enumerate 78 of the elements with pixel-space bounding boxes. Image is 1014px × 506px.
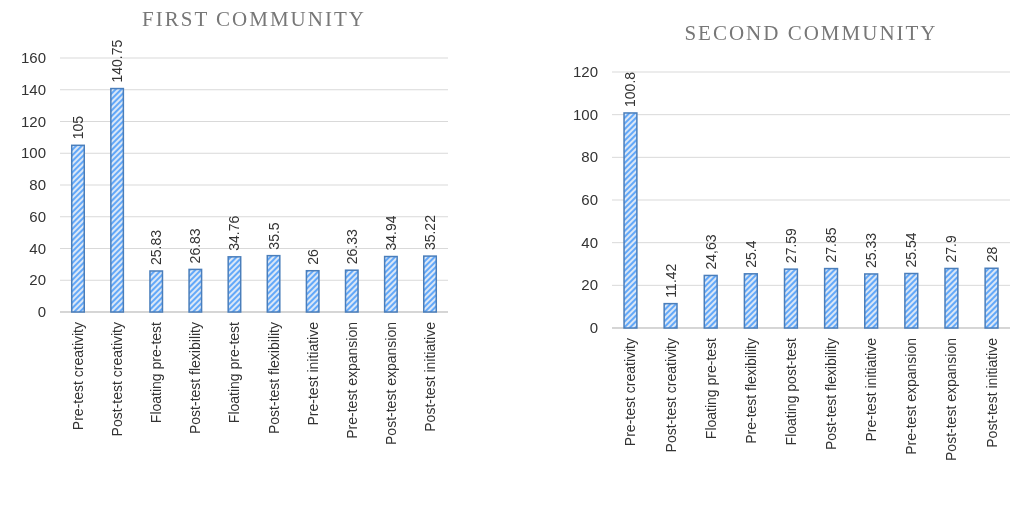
chart-title: SECOND COMMUNITY — [684, 21, 938, 45]
y-tick-label: 20 — [29, 271, 46, 289]
bar — [423, 255, 438, 313]
bar — [663, 302, 678, 329]
y-tick-label: 100 — [20, 144, 46, 162]
bar — [70, 144, 85, 313]
bar — [305, 269, 320, 313]
data-label: 26 — [304, 248, 321, 265]
bar — [266, 254, 281, 313]
bar — [944, 267, 959, 329]
bar — [743, 273, 758, 329]
y-tick-label: 140 — [20, 80, 46, 98]
bar — [984, 267, 999, 329]
data-label: 140.75 — [109, 39, 126, 83]
data-label: 24,63 — [702, 234, 719, 270]
x-tick-label: Floating pre-test — [226, 321, 243, 424]
bar — [110, 87, 125, 313]
bar — [344, 269, 359, 313]
x-tick-label: Post-test initiative — [983, 337, 1000, 448]
data-label: 34.94 — [382, 215, 399, 251]
bar — [783, 268, 799, 329]
x-tick-label: Post-test flexibility — [187, 322, 204, 435]
data-label: 35.5 — [265, 222, 282, 250]
bar — [623, 112, 638, 329]
x-tick-label: Pre-test expansion — [903, 338, 920, 455]
bar — [188, 268, 203, 313]
x-tick-label: Post-test initiative — [422, 321, 439, 432]
data-label: 105 — [69, 115, 86, 140]
data-label: 25.33 — [863, 232, 880, 268]
x-tick-label: Pre-test initiative — [863, 337, 880, 442]
x-tick-label: Post-test expansion — [382, 322, 399, 445]
x-tick-label: Post-test flexibility — [823, 338, 840, 451]
bar — [864, 273, 879, 329]
bar — [904, 272, 919, 329]
y-tick-label: 120 — [20, 112, 46, 130]
data-label: 35.22 — [422, 214, 439, 251]
data-label: 26.33 — [343, 228, 360, 265]
data-label: 26.83 — [187, 228, 204, 264]
x-tick-label: Pre-test initiative — [304, 321, 321, 426]
data-label: 25.54 — [903, 232, 920, 268]
data-label: 27.59 — [782, 227, 799, 264]
x-tick-label: Pre-test expansion — [343, 322, 360, 439]
data-label: 34.76 — [226, 215, 243, 251]
y-tick-label: 20 — [581, 276, 598, 294]
bar — [823, 267, 839, 329]
y-tick-label: 60 — [29, 207, 46, 225]
y-tick-label: 160 — [20, 49, 46, 66]
y-tick-label: 80 — [581, 148, 598, 166]
y-tick-label: 40 — [581, 233, 598, 251]
x-tick-label: Floating pre-test — [148, 321, 165, 424]
y-tick-label: 80 — [29, 176, 46, 193]
x-tick-label: Post-test expansion — [943, 338, 960, 461]
data-label: 28 — [983, 246, 1000, 263]
bar — [149, 270, 164, 313]
data-label: 11.42 — [662, 263, 679, 298]
data-label: 25.4 — [742, 240, 759, 268]
x-tick-label: Pre-test creativity — [622, 338, 639, 447]
data-label: 100.8 — [622, 71, 639, 107]
x-tick-label: Post-test flexibility — [265, 322, 282, 435]
y-tick-label: 60 — [581, 191, 598, 208]
x-tick-label: Pre-test flexibility — [742, 338, 759, 444]
bar — [383, 255, 398, 313]
y-tick-label: 40 — [29, 239, 46, 257]
x-tick-label: Pre-test creativity — [69, 322, 86, 431]
x-tick-label: Floating pre-test — [702, 337, 719, 440]
y-tick-label: 0 — [37, 303, 46, 320]
x-tick-label: Post-test creativity — [662, 338, 679, 453]
bar — [703, 274, 718, 329]
data-label: 27.9 — [943, 235, 960, 263]
data-label: 27.85 — [823, 227, 840, 263]
x-tick-label: Post-test creativity — [109, 322, 126, 437]
bar — [227, 256, 242, 313]
x-tick-label: Floating post-test — [782, 337, 799, 446]
y-tick-label: 100 — [572, 105, 598, 123]
y-tick-label: 120 — [572, 63, 598, 80]
y-tick-label: 0 — [589, 319, 598, 336]
data-label: 25.83 — [148, 229, 165, 265]
chart-title: FIRST COMMUNITY — [142, 7, 366, 31]
